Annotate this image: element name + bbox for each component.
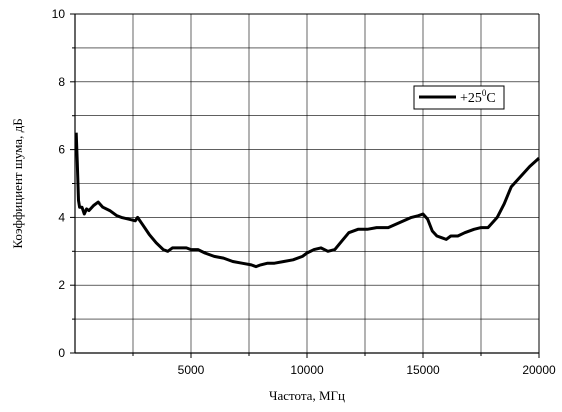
x-tick-label: 15000 — [406, 363, 440, 377]
x-axis-title: Частота, МГц — [269, 388, 345, 403]
x-tick-label: 10000 — [290, 363, 324, 377]
y-tick-label: 2 — [58, 278, 65, 292]
y-tick-label: 4 — [58, 210, 65, 224]
grid — [75, 14, 539, 353]
y-tick-label: 0 — [58, 346, 65, 360]
legend-label: +250C — [460, 88, 496, 106]
legend-unit: C — [486, 91, 495, 106]
y-tick-label: 8 — [58, 75, 65, 89]
legend-superscript: 0 — [482, 88, 487, 98]
y-axis-title: Коэффициент шума, дБ — [10, 118, 25, 248]
y-tick-label: 10 — [52, 7, 66, 21]
series-line — [74, 132, 541, 269]
y-tick-label: 6 — [58, 143, 65, 157]
x-tick-label: 20000 — [522, 363, 556, 377]
tick-labels: 5000 10000 15000 20000 0 2 4 6 8 10 — [52, 7, 556, 377]
series-layer — [74, 132, 541, 269]
x-tick-label: 5000 — [178, 363, 205, 377]
legend-box — [413, 85, 505, 110]
legend: +250C — [413, 85, 505, 110]
axes — [70, 13, 540, 358]
legend-value: +25 — [460, 91, 482, 106]
